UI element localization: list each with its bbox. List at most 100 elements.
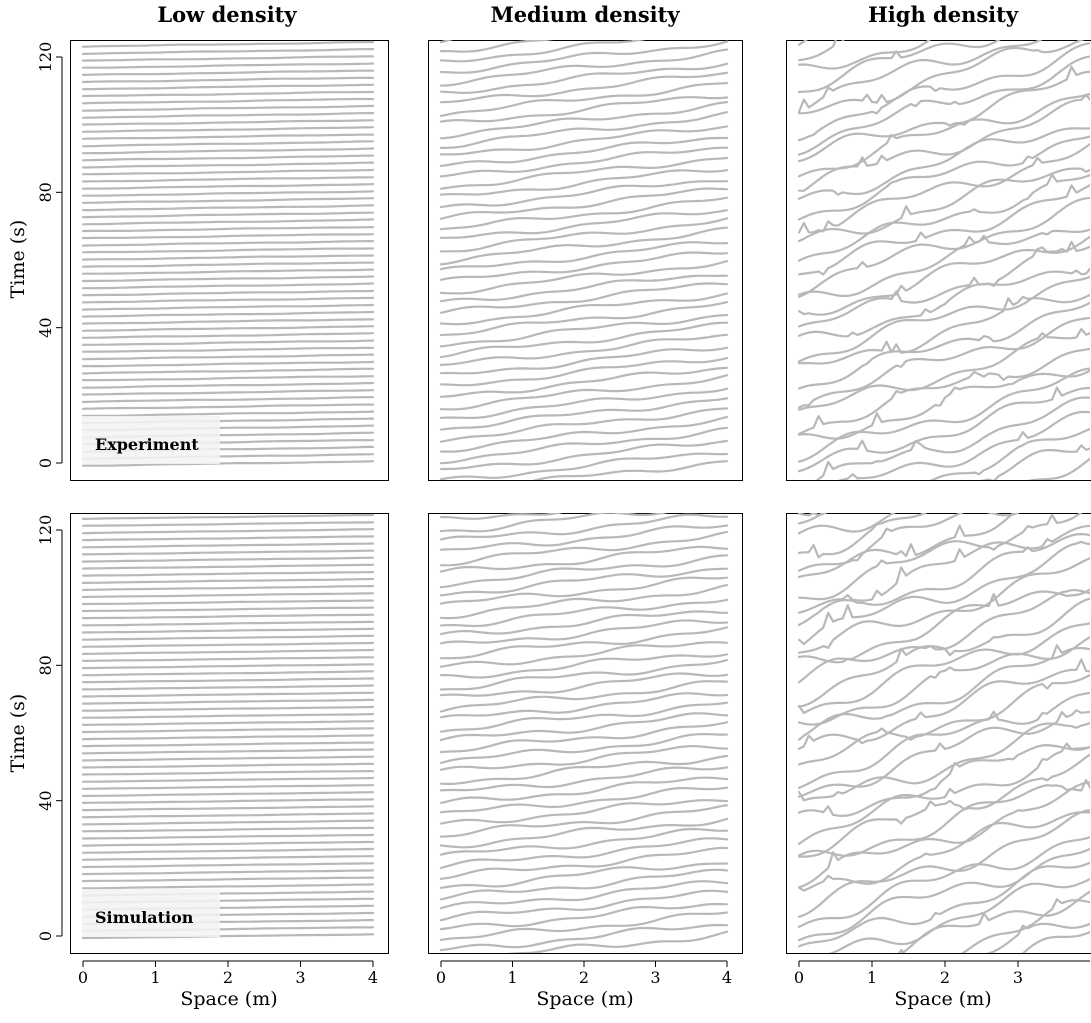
- y-axis-labels: Time (s) Time (s): [7, 220, 29, 773]
- trajectory: [439, 40, 554, 53]
- trajectory: [81, 869, 375, 876]
- trajectory: [797, 847, 1090, 942]
- trajectory: [81, 48, 375, 55]
- trajectory: [81, 684, 375, 691]
- trajectory: [81, 310, 375, 318]
- x-tick-label: 2: [940, 968, 950, 987]
- trajectory: [81, 656, 375, 662]
- trajectory: [797, 42, 1090, 142]
- trajectory: [797, 540, 1090, 646]
- trajectory: [1021, 930, 1090, 953]
- trajectory: [81, 784, 375, 790]
- y-tick-label: 120: [36, 42, 55, 73]
- y-tick-label: 80: [36, 182, 55, 202]
- trajectory: [439, 439, 729, 471]
- trajectory: [439, 923, 729, 952]
- trajectory: [439, 169, 729, 196]
- trajectory: [439, 156, 729, 190]
- trajectory: [506, 930, 729, 953]
- trajectory: [439, 721, 729, 754]
- trajectory: [797, 266, 1090, 338]
- trajectory: [797, 524, 1090, 614]
- trajectory: [81, 140, 375, 148]
- trajectory: [81, 133, 375, 140]
- trajectory: [439, 301, 729, 337]
- trajectory: [81, 620, 375, 627]
- trajectory: [81, 104, 375, 112]
- trajectory: [439, 862, 729, 889]
- trajectory: [81, 360, 375, 368]
- x-axes: 0 1 2 3 4 0 1 2 3 4 0 1 2 3: [78, 960, 1090, 987]
- trajectory: [856, 427, 1090, 480]
- trajectory: [439, 692, 729, 719]
- trajectory: [439, 196, 729, 231]
- trajectory: [81, 69, 375, 76]
- trajectory: [439, 567, 729, 597]
- y-tick-label: 40: [36, 790, 55, 810]
- trajectory: [439, 902, 729, 931]
- trajectory: [81, 296, 375, 304]
- trajectory: [797, 513, 1083, 601]
- trajectory: [439, 889, 729, 922]
- y-axes: 0 40 80 120 0 40 80 120: [36, 42, 63, 941]
- x-tick-label: 0: [78, 968, 88, 987]
- trajectory: [81, 112, 375, 119]
- trajectory: [81, 734, 375, 741]
- trajectory: [81, 247, 375, 254]
- trajectory: [797, 513, 896, 535]
- trajectory: [81, 97, 375, 105]
- trajectory: [797, 513, 1020, 572]
- trajectory: [81, 226, 375, 233]
- trajectory: [81, 261, 375, 268]
- trajectory: [81, 204, 375, 212]
- trajectory: [439, 786, 729, 814]
- trajectory: [439, 911, 729, 941]
- trajectory: [797, 347, 1090, 436]
- trajectory: [439, 226, 729, 266]
- trajectory: [797, 588, 1090, 664]
- x-tick-label: 4: [722, 968, 732, 987]
- trajectory: [439, 40, 729, 74]
- trajectory: [797, 811, 1090, 892]
- trajectory: [797, 658, 1090, 750]
- trajectory: [797, 513, 928, 559]
- trajectory: [797, 301, 1090, 390]
- trajectory: [797, 55, 1090, 156]
- trajectory: [81, 176, 375, 183]
- trajectory: [797, 65, 1090, 163]
- trajectory: [81, 677, 375, 684]
- trajectory: [439, 397, 729, 431]
- trajectory: [81, 847, 375, 854]
- y-tick-label: 120: [36, 515, 55, 546]
- trajectory: [81, 76, 375, 84]
- trajectory: [439, 626, 729, 660]
- x-tick-label: 2: [579, 968, 589, 987]
- trajectory: [439, 817, 729, 849]
- trajectory: [797, 235, 1090, 316]
- trajectory: [837, 410, 1090, 480]
- trajectory: [439, 584, 729, 620]
- trajectory: [439, 217, 729, 253]
- trajectory: [81, 168, 375, 176]
- column-title-medium: Medium density: [490, 2, 680, 27]
- trajectory: [439, 415, 729, 453]
- trajectory: [797, 240, 1090, 328]
- trajectory: [81, 460, 375, 467]
- trajectory: [81, 634, 375, 641]
- trajectory: [81, 585, 375, 592]
- panel-experiment-high-density: [786, 40, 1091, 481]
- trajectory: [81, 563, 375, 570]
- trajectory: [81, 840, 375, 847]
- trajectory: [439, 357, 729, 387]
- x-axis-label-medium: Space (m): [536, 988, 633, 1010]
- trajectory: [81, 748, 375, 755]
- trajectory: [439, 880, 729, 910]
- trajectory: [81, 933, 375, 940]
- trajectory: [439, 333, 729, 366]
- trajectory: [797, 835, 1090, 928]
- trajectory: [439, 71, 729, 104]
- row-label-simulation: Simulation: [82, 889, 220, 937]
- trajectory: [439, 96, 729, 123]
- trajectory: [439, 576, 729, 605]
